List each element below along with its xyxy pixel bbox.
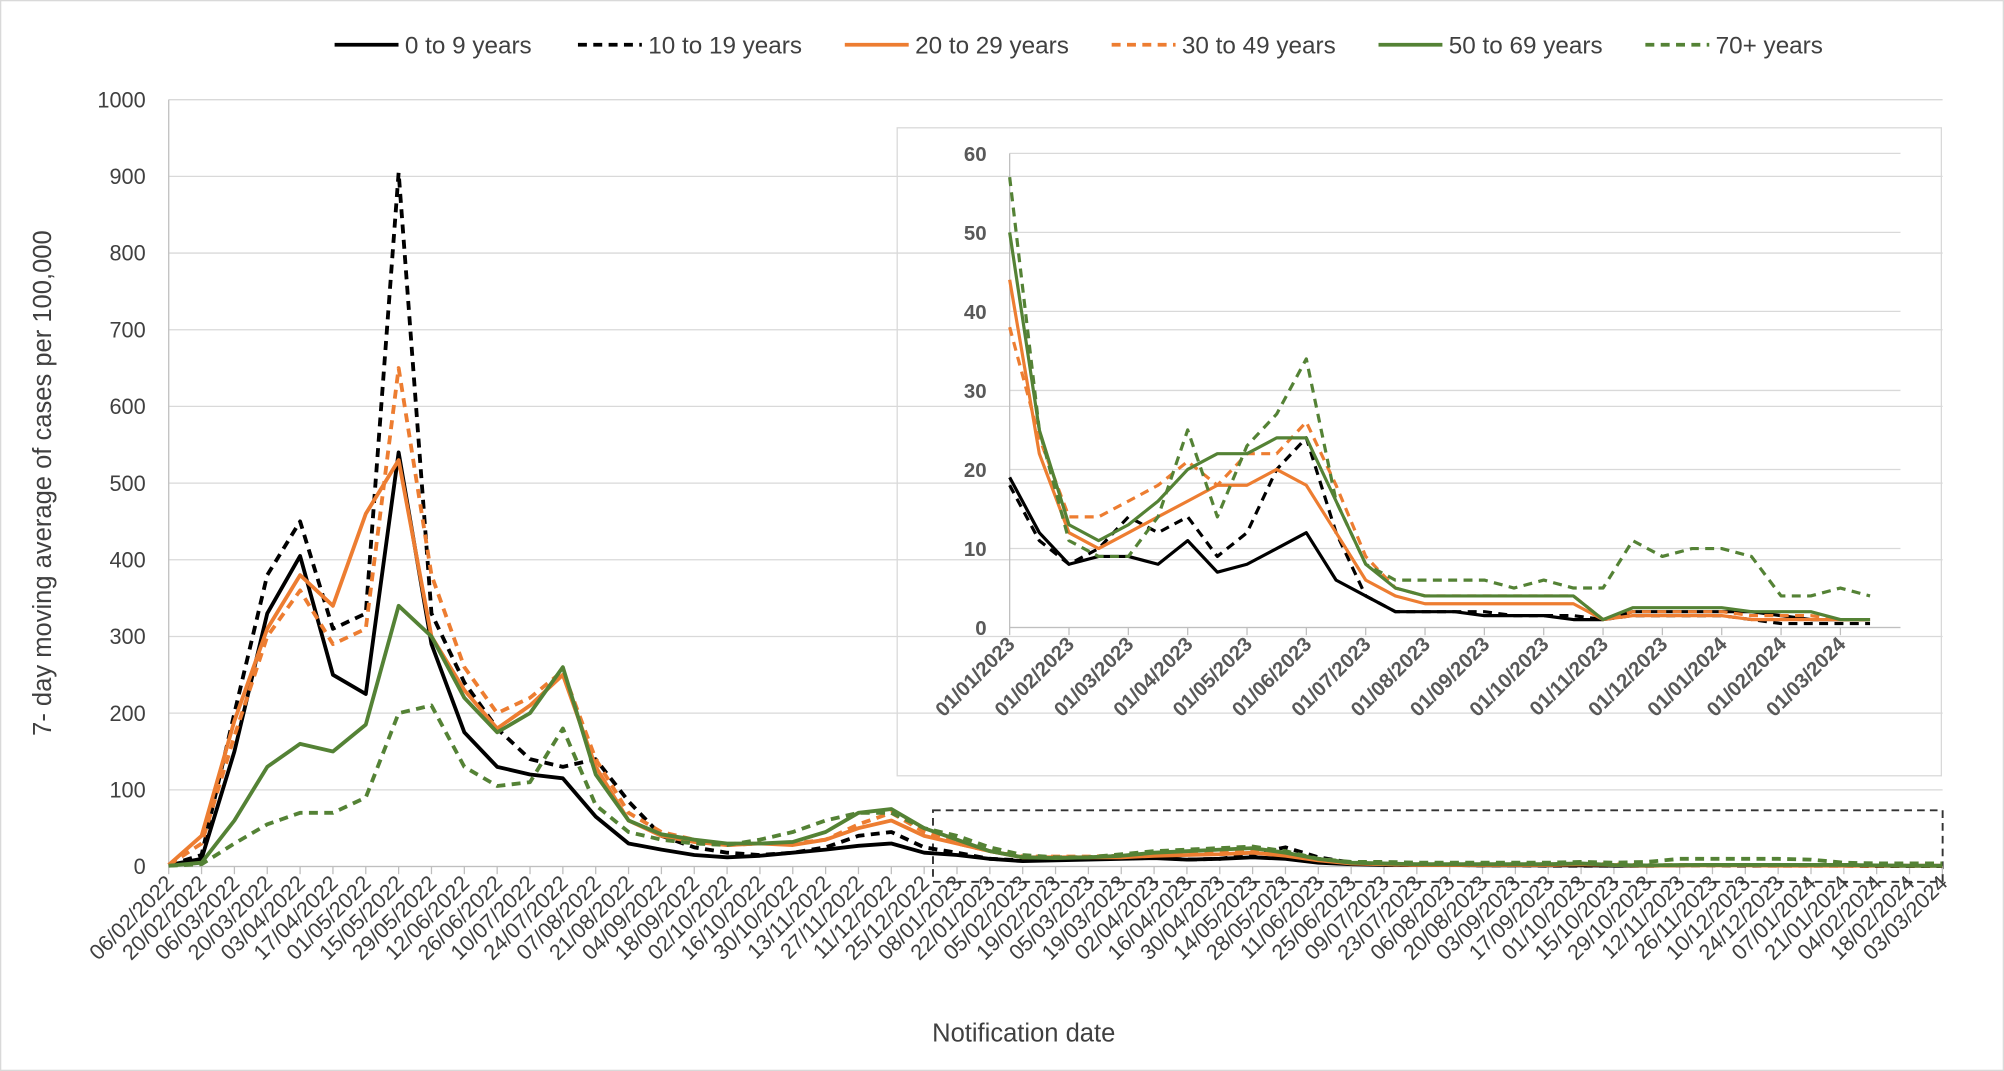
y-tick-label: 30	[964, 380, 987, 403]
legend-label: 70+ years	[1716, 33, 1823, 60]
legend-label: 50 to 69 years	[1449, 33, 1603, 60]
series-line	[168, 703, 1943, 868]
y-tick-label: 500	[109, 471, 145, 496]
y-axis-title: 7- day moving average of cases per 100,0…	[29, 230, 57, 736]
y-tick-label: 10	[964, 538, 987, 561]
y-tick-label: 800	[109, 241, 145, 266]
y-tick-label: 900	[109, 164, 145, 189]
series-line	[1008, 232, 1871, 622]
inset-panel	[896, 127, 1943, 777]
y-tick-label: 60	[964, 143, 987, 166]
series-line	[1008, 279, 1871, 622]
series-line	[1008, 436, 1871, 626]
y-tick-label: 700	[109, 317, 145, 342]
y-tick-label: 100	[109, 777, 145, 802]
y-tick-label: 1000	[97, 87, 145, 112]
y-tick-label: 20	[964, 459, 987, 482]
zoom-region	[932, 809, 1944, 883]
legend-label: 0 to 9 years	[405, 33, 532, 60]
y-tick-label: 600	[109, 394, 145, 419]
y-tick-label: 0	[134, 854, 146, 879]
y-tick-label: 0	[975, 617, 986, 640]
y-tick-label: 300	[109, 624, 145, 649]
y-tick-label: 400	[109, 547, 145, 572]
legend-label: 20 to 29 years	[915, 33, 1069, 60]
legend-label: 10 to 19 years	[648, 33, 802, 60]
series-line	[1008, 176, 1871, 598]
x-axis-title: Notification date	[932, 1020, 1115, 1048]
y-tick-label: 40	[964, 301, 987, 324]
y-tick-label: 200	[109, 701, 145, 726]
legend-label: 30 to 49 years	[1182, 33, 1336, 60]
y-tick-label: 50	[964, 222, 987, 245]
